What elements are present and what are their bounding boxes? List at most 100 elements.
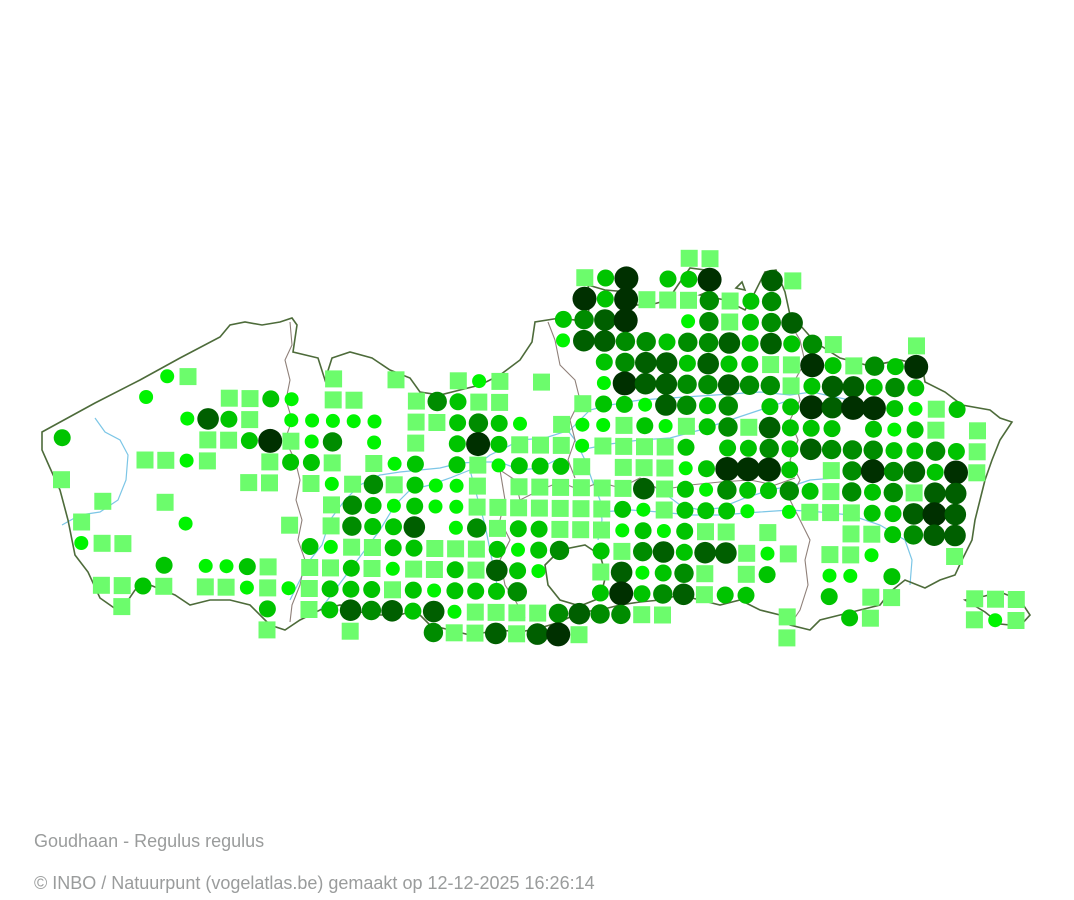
grid-cell-circle-level-5 (572, 286, 597, 311)
grid-cell-square (680, 249, 698, 267)
grid-cell-square (552, 478, 570, 496)
distribution-map (41, 249, 1032, 647)
grid-cell-circle-level-3 (611, 604, 631, 625)
grid-cell-circle-level-2 (467, 582, 485, 600)
grid-cell-circle-level-1 (531, 564, 546, 579)
grid-cell-circle-level-1 (449, 499, 464, 514)
grid-cell-circle-level-2 (134, 577, 152, 595)
grid-cell-square (387, 371, 405, 389)
grid-cell-circle-level-1 (822, 568, 837, 583)
grid-cell-circle-level-3 (468, 413, 489, 433)
grid-cell-circle-level-2 (53, 429, 71, 447)
grid-cell-square (822, 462, 840, 480)
grid-cell-circle-level-2 (697, 502, 715, 520)
grid-cell-circle-level-4 (610, 561, 633, 584)
grid-cell-square (301, 559, 319, 576)
grid-cell-circle-level-2 (238, 558, 256, 576)
grid-cell-circle-level-2 (258, 600, 276, 618)
grid-cell-circle-level-1 (284, 413, 299, 428)
grid-cell-circle-level-2 (364, 518, 382, 535)
grid-cell-circle-level-1 (556, 333, 570, 348)
grid-cell-square (695, 586, 713, 604)
grid-cell-circle-level-4 (903, 461, 926, 483)
grid-cell-circle-level-2 (595, 395, 613, 413)
grid-cell-circle-level-4 (422, 600, 445, 623)
grid-cell-circle-level-4 (842, 376, 865, 398)
grid-cell-square (968, 464, 986, 482)
grid-cell-circle-level-2 (677, 438, 695, 456)
grid-cell-circle-level-1 (305, 413, 320, 428)
grid-cell-circle-level-1 (180, 411, 195, 426)
grid-cell-circle-level-4 (800, 438, 822, 461)
grid-cell-circle-level-2 (321, 601, 339, 619)
grid-cell-circle-level-4 (715, 542, 737, 564)
grid-cell-circle-level-2 (676, 522, 694, 540)
grid-cell-circle-level-3 (863, 440, 883, 460)
grid-cell-square (323, 496, 340, 514)
grid-cell-circle-level-1 (448, 520, 463, 535)
grid-cell-circle-level-4 (672, 583, 695, 606)
grid-cell-circle-level-3 (342, 516, 362, 536)
grid-cell-square (636, 438, 653, 456)
grid-cell-square (468, 498, 486, 516)
grid-cell-circle-level-3 (760, 375, 780, 396)
grid-cell-square (615, 437, 633, 455)
grid-cell-square (883, 589, 901, 607)
grid-cell-circle-level-2 (947, 443, 965, 460)
grid-cell-circle-level-3 (842, 440, 863, 460)
grid-cell-square (573, 458, 591, 476)
grid-cell-circle-level-2 (823, 420, 841, 438)
grid-cell-square (821, 546, 839, 564)
grid-cell-circle-level-1 (678, 461, 693, 476)
grid-cell-circle-level-2 (404, 602, 422, 620)
grid-cell-circle-level-2 (614, 500, 632, 518)
grid-cell-circle-level-2 (404, 581, 422, 599)
grid-cell-circle-level-1 (386, 498, 401, 513)
grid-cell-circle-level-2 (530, 520, 548, 538)
grid-cell-circle-level-5 (922, 502, 947, 527)
grid-cell-circle-level-2 (741, 334, 759, 352)
grid-cell-square (613, 542, 631, 560)
grid-cell-circle-level-2 (741, 355, 759, 373)
grid-cell-circle-level-2 (820, 588, 838, 606)
grid-cell-circle-level-3 (677, 374, 697, 394)
grid-cell-circle-level-2 (742, 313, 759, 331)
grid-cell-circle-level-2 (448, 435, 466, 453)
grid-cell-circle-level-3 (633, 542, 653, 562)
grid-cell-circle-level-3 (423, 622, 444, 643)
grid-cell-square (778, 629, 796, 647)
grid-cell-circle-level-3 (590, 604, 610, 624)
grid-cell-circle-level-3 (549, 540, 570, 561)
grid-cell-circle-level-2 (737, 586, 755, 604)
grid-cell-square (822, 483, 840, 501)
grid-cell-circle-level-1 (160, 369, 175, 384)
grid-cell-circle-level-2 (884, 505, 902, 523)
grid-cell-square (782, 356, 800, 374)
grid-cell-circle-level-2 (760, 482, 777, 500)
grid-cell-square (968, 443, 986, 461)
grid-cell-circle-level-2 (321, 580, 339, 598)
grid-cell-square (466, 624, 484, 642)
grid-cell-square (824, 336, 842, 354)
grid-cell-circle-level-5 (614, 266, 639, 291)
river-leie (289, 457, 561, 601)
grid-cell-circle-level-1 (843, 568, 858, 583)
grid-cell-square (779, 545, 797, 563)
grid-cell-circle-level-2 (510, 457, 528, 475)
grid-cell-circle-level-4 (781, 312, 803, 334)
grid-cell-circle-level-3 (507, 582, 527, 602)
grid-cell-square (553, 415, 571, 433)
grid-cell-square (94, 492, 112, 510)
grid-cell-circle-level-4 (573, 329, 595, 352)
grid-cell-square (466, 603, 484, 621)
grid-cell-circle-level-3 (717, 480, 737, 500)
grid-cell-square (593, 521, 610, 539)
grid-cell-circle-level-4 (821, 396, 844, 419)
grid-cell-circle-level-2 (488, 582, 505, 600)
grid-cell-circle-level-2 (676, 501, 694, 519)
grid-cell-circle-level-5 (800, 353, 825, 378)
grid-cell-circle-level-4 (717, 374, 740, 396)
grid-cell-circle-level-2 (406, 476, 424, 494)
grid-cell-circle-level-5 (258, 428, 283, 453)
grid-cell-square (680, 291, 697, 309)
